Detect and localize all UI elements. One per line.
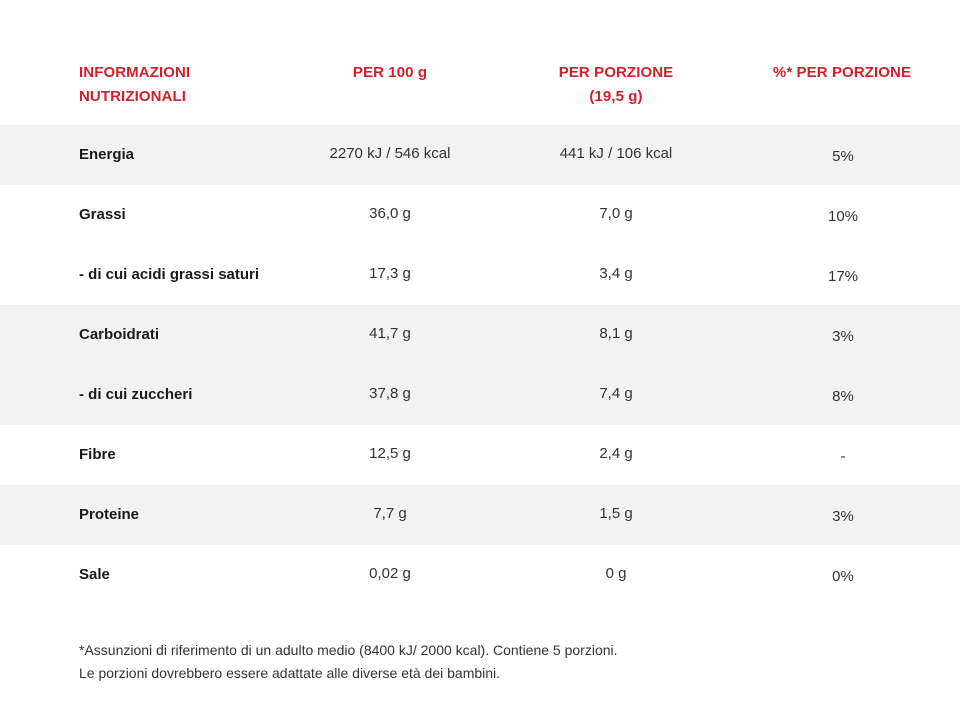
value-per-100g: 2270 kJ / 546 kcal <box>329 145 451 162</box>
value-per-portion: 2,4 g <box>599 445 633 462</box>
value-per-portion: 8,1 g <box>599 325 633 342</box>
table-row-fibre: Fibre 12,5 g 2,4 g - <box>0 425 960 485</box>
nutrient-label: - di cui acidi grassi saturi <box>79 266 260 283</box>
value-percent: - <box>840 448 846 465</box>
header-line: INFORMAZIONI <box>79 64 191 81</box>
value-per-100g: 41,7 g <box>369 325 411 342</box>
value-per-portion: 3,4 g <box>599 265 633 282</box>
table-row-carboidrati: Carboidrati 41,7 g 8,1 g 3% <box>0 305 960 365</box>
nutrient-label: Fibre <box>79 446 116 463</box>
table-row-zuccheri: - di cui zuccheri 37,8 g 7,4 g 8% <box>0 365 960 425</box>
footnote-line: Le porzioni dovrebbero essere adattate a… <box>79 665 501 681</box>
table-row-grassi: Grassi 36,0 g 7,0 g 10% <box>0 185 960 245</box>
value-per-100g: 7,7 g <box>373 505 407 522</box>
header-line: NUTRIZIONALI <box>79 88 187 105</box>
header-percent-per-portion: %* PER PORZIONE <box>742 61 942 85</box>
value-per-portion: 441 kJ / 106 kcal <box>559 145 673 162</box>
value-percent: 3% <box>832 328 854 345</box>
nutrition-table-body: Energia 2270 kJ / 546 kcal 441 kJ / 106 … <box>0 125 960 605</box>
value-per-portion: 0 g <box>605 565 627 582</box>
header-line: PER 100 g <box>352 64 428 81</box>
header-per-100g: PER 100 g <box>290 61 490 85</box>
nutrient-label: Energia <box>79 146 135 163</box>
value-percent: 3% <box>832 508 854 525</box>
value-percent: 8% <box>832 388 854 405</box>
table-row-saturi: - di cui acidi grassi saturi 17,3 g 3,4 … <box>0 245 960 305</box>
nutrient-label: Proteine <box>79 506 140 523</box>
table-row-sale: Sale 0,02 g 0 g 0% <box>0 545 960 605</box>
value-per-portion: 7,0 g <box>599 205 633 222</box>
value-per-100g: 12,5 g <box>369 445 411 462</box>
value-percent: 10% <box>827 208 859 225</box>
value-per-portion: 7,4 g <box>599 385 633 402</box>
footnote-line: *Assunzioni di riferimento di un adulto … <box>79 642 618 658</box>
value-percent: 5% <box>832 148 854 165</box>
nutrient-label: Grassi <box>79 206 126 223</box>
header-line: (19,5 g) <box>589 88 643 105</box>
nutrient-label: Carboidrati <box>79 326 160 343</box>
value-per-100g: 36,0 g <box>369 205 411 222</box>
header-line: PER PORZIONE <box>558 64 674 81</box>
header-line: %* PER PORZIONE <box>772 64 912 81</box>
table-row-proteine: Proteine 7,7 g 1,5 g 3% <box>0 485 960 545</box>
value-per-100g: 17,3 g <box>369 265 411 282</box>
header-nutrition-info: INFORMAZIONI NUTRIZIONALI <box>79 61 190 109</box>
nutrient-label: Sale <box>79 566 110 583</box>
table-row-energia: Energia 2270 kJ / 546 kcal 441 kJ / 106 … <box>0 125 960 185</box>
value-per-100g: 37,8 g <box>369 385 411 402</box>
nutrient-label: - di cui zuccheri <box>79 386 193 403</box>
value-per-100g: 0,02 g <box>369 565 411 582</box>
footnote: *Assunzioni di riferimento di un adulto … <box>79 639 618 685</box>
value-per-portion: 1,5 g <box>599 505 633 522</box>
value-percent: 17% <box>827 268 859 285</box>
value-percent: 0% <box>832 568 854 585</box>
nutrition-table-header: INFORMAZIONI NUTRIZIONALI PER 100 g PER … <box>0 0 960 125</box>
header-per-portion: PER PORZIONE (19,5 g) <box>516 61 716 109</box>
